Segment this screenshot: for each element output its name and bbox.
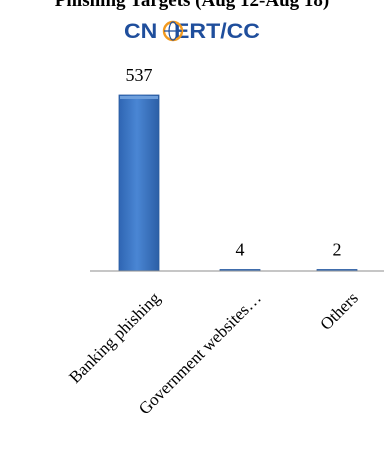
data-label-1: 4 bbox=[236, 240, 245, 260]
data-label-0: 537 bbox=[126, 65, 153, 85]
logo-text: CN CERT/CC bbox=[124, 20, 260, 43]
bars-layer bbox=[118, 94, 358, 272]
x-tick-label-2: Others bbox=[316, 288, 361, 333]
x-tick-label-0: Banking phishing bbox=[65, 288, 164, 387]
chart-title: Phishing Targets (Aug 12-Aug 18) bbox=[55, 0, 330, 11]
bar-top-highlight-0 bbox=[120, 96, 158, 99]
labels-layer: 537 4 2 bbox=[126, 65, 342, 260]
bar-0 bbox=[118, 94, 160, 272]
globe-icon bbox=[162, 20, 184, 42]
data-label-2: 2 bbox=[333, 240, 342, 260]
cncert-logo: CN CERT/CC bbox=[124, 20, 260, 43]
